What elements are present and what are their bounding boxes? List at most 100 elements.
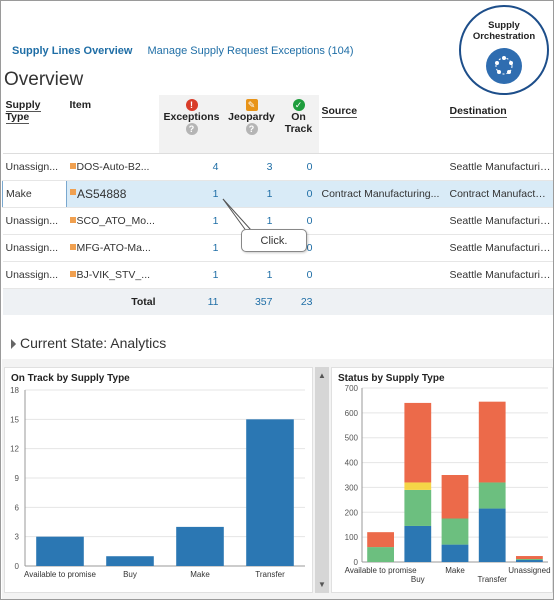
stacked-bar-segment[interactable] [441, 475, 469, 519]
table-row[interactable]: Unassign... BJ-VIK_STV_... 1 1 0 Seattle… [2, 261, 553, 289]
y-tick-label: 0 [15, 562, 20, 571]
col-header-jeopardy-label: Jeopardy [228, 111, 275, 123]
col-header-item[interactable]: Item [66, 95, 159, 154]
tab-supply-lines-overview[interactable]: Supply Lines Overview [12, 45, 133, 57]
col-header-destination[interactable]: Destination [446, 95, 553, 154]
table-total-row: Total 11 357 23 [2, 288, 553, 315]
total-exceptions-link[interactable]: 11 [158, 288, 225, 315]
status-chart-panel: Status by Supply Type 0 100 200 300 400 500 60… [331, 367, 553, 593]
y-tick-label: 200 [345, 508, 359, 517]
cell-exceptions-link[interactable]: 1 [158, 180, 225, 208]
total-label: Total [66, 288, 159, 315]
flag-icon [69, 270, 76, 277]
vertical-scrollbar[interactable]: ▲ ▼ [315, 367, 329, 593]
analytics-title: Current State: Analytics [20, 335, 167, 351]
supply-orchestration-badge[interactable]: Supply Orchestration [459, 5, 549, 95]
stacked-bar-segment[interactable] [367, 532, 394, 548]
cell-jeopardy-link[interactable]: 1 [224, 180, 279, 208]
cell-exceptions-link[interactable]: 1 [158, 234, 225, 262]
bar[interactable] [246, 419, 294, 566]
table-row-selected[interactable]: Make AS54888 1 1 0 Contract Manufacturin… [2, 179, 553, 208]
x-tick-label: Transfer [477, 575, 507, 584]
y-tick-label: 700 [345, 384, 359, 393]
col-header-jeopardy[interactable]: ✎ Jeopardy ? [224, 95, 279, 154]
cell-destination: Seattle Manufacturing [446, 261, 553, 289]
cell-item[interactable]: DOS-Auto-B2... [66, 153, 159, 181]
y-tick-label: 300 [345, 483, 359, 492]
flag-icon [69, 243, 76, 250]
col-header-supply-type-label: Supply Type [5, 99, 41, 124]
scroll-up-icon[interactable]: ▲ [318, 371, 326, 380]
cell-item[interactable]: MFG-ATO-Ma... [66, 234, 159, 262]
scroll-down-icon[interactable]: ▼ [318, 580, 326, 589]
cell-supply-type: Make [2, 179, 67, 208]
flag-icon [69, 162, 76, 169]
y-tick-label: 3 [15, 533, 20, 542]
cell-on-track-link[interactable]: 0 [278, 180, 319, 208]
stacked-bar-segment[interactable] [478, 482, 506, 509]
stacked-bar-segment[interactable] [367, 547, 394, 562]
cell-destination: Seattle Manufacturing [446, 153, 553, 181]
cell-exceptions-link[interactable]: 1 [158, 207, 225, 235]
col-header-on-track[interactable]: ✓ On Track [278, 95, 319, 154]
x-tick-label: Buy [411, 575, 425, 584]
jeopardy-help-icon[interactable]: ? [245, 123, 258, 135]
exceptions-help-icon[interactable]: ? [185, 123, 198, 135]
table-row[interactable]: Unassign... DOS-Auto-B2... 4 3 0 Seattle… [2, 153, 553, 181]
flag-icon [70, 188, 76, 195]
stacked-bar-segment[interactable] [516, 560, 543, 562]
bar[interactable] [106, 556, 154, 566]
x-tick-label: Unassigned [508, 566, 550, 575]
y-tick-label: 18 [10, 386, 19, 395]
status-chart: 0 100 200 300 400 500 600 700 Available to promi… [345, 384, 551, 584]
cell-supply-type: Unassign... [2, 234, 67, 262]
stacked-bar-segment[interactable] [404, 489, 432, 526]
bar[interactable] [176, 526, 224, 566]
y-tick-label: 400 [345, 459, 359, 468]
total-on-track-link[interactable]: 23 [278, 288, 319, 315]
x-tick-label: Make [190, 570, 210, 579]
y-tick-label: 6 [15, 503, 20, 512]
x-tick-label: Buy [123, 570, 137, 579]
cell-jeopardy-link[interactable]: 1 [224, 261, 279, 289]
tab-manage-supply-request-exceptions[interactable]: Manage Supply Request Exceptions (104) [147, 45, 354, 57]
cell-item[interactable]: SCO_ATO_Mo... [66, 207, 159, 235]
x-tick-label: Available to promise [345, 566, 417, 575]
stacked-bar-segment[interactable] [404, 482, 432, 490]
cell-on-track-link[interactable]: 0 [278, 153, 319, 181]
total-jeopardy-link[interactable]: 357 [224, 288, 279, 315]
stacked-bar-segment[interactable] [441, 518, 469, 545]
stacked-bar-segment[interactable] [516, 559, 543, 561]
y-tick-label: 500 [345, 434, 359, 443]
col-header-supply-type[interactable]: Supply Type [2, 95, 67, 154]
cell-on-track-link[interactable]: 0 [278, 261, 319, 289]
cell-item[interactable]: BJ-VIK_STV_... [66, 261, 159, 289]
page-title: Overview [4, 69, 84, 90]
cell-exceptions-link[interactable]: 4 [158, 153, 225, 181]
col-header-exceptions-label: Exceptions [163, 111, 220, 123]
stacked-bar-segment[interactable] [478, 401, 506, 483]
cell-item-text: MFG-ATO-Ma... [76, 241, 151, 254]
x-tick-label: Make [445, 566, 465, 575]
stacked-bar-segment[interactable] [404, 525, 432, 562]
analytics-section-header[interactable]: Current State: Analytics [6, 335, 166, 351]
cell-source [318, 207, 447, 235]
cell-source [318, 153, 447, 181]
collapse-triangle-icon [6, 339, 16, 350]
stacked-bar-segment[interactable] [516, 556, 543, 560]
cell-item[interactable]: AS54888 [66, 180, 159, 208]
col-header-exceptions[interactable]: ! Exceptions ? [158, 95, 225, 154]
cell-jeopardy-link[interactable]: 3 [224, 153, 279, 181]
cell-source [318, 234, 447, 262]
supply-lines-table: Supply Type Item ! Exceptions ? ✎ Jeopar… [2, 95, 553, 315]
stacked-bar-segment[interactable] [478, 508, 506, 562]
stacked-bar-segment[interactable] [404, 402, 432, 483]
col-header-source[interactable]: Source [318, 95, 447, 154]
bar[interactable] [36, 536, 84, 566]
stacked-bar-segment[interactable] [441, 544, 469, 562]
cell-exceptions-link[interactable]: 1 [158, 261, 225, 289]
cell-empty [318, 288, 447, 315]
cell-item-text: SCO_ATO_Mo... [76, 214, 155, 227]
y-tick-label: 600 [345, 409, 359, 418]
